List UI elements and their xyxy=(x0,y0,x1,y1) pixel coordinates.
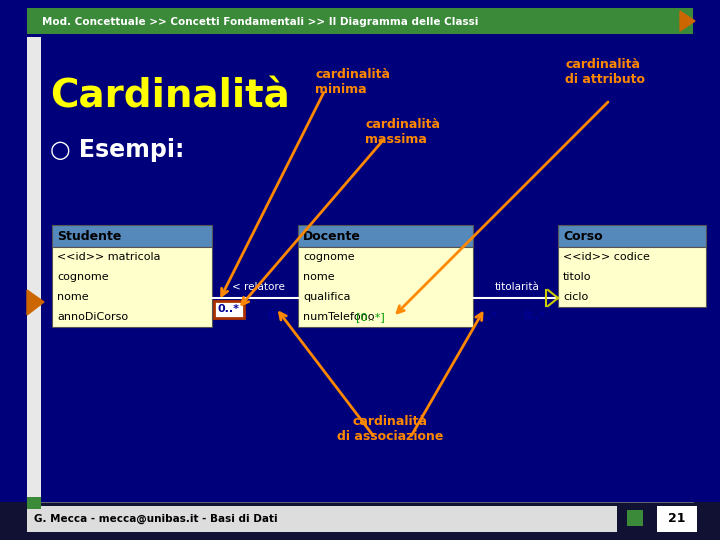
Text: 0..*: 0..* xyxy=(523,311,545,321)
Text: Mod. Concettuale >> Concetti Fondamentali >> Il Diagramma delle Classi: Mod. Concettuale >> Concetti Fondamental… xyxy=(42,17,478,27)
Bar xyxy=(27,37,41,497)
Text: titolo: titolo xyxy=(563,272,592,282)
Text: G. Mecca - mecca@unibas.it - Basi di Dati: G. Mecca - mecca@unibas.it - Basi di Dat… xyxy=(34,514,278,524)
Text: 21: 21 xyxy=(668,512,685,525)
Bar xyxy=(558,247,706,307)
Text: ○ Esempi:: ○ Esempi: xyxy=(50,138,184,162)
Text: Studente: Studente xyxy=(57,230,122,242)
Text: cardinalità
minima: cardinalità minima xyxy=(315,68,390,96)
Text: nome: nome xyxy=(303,272,335,282)
Bar xyxy=(27,8,693,34)
Text: [0..*]: [0..*] xyxy=(356,312,384,322)
Text: cardinalità
di attributo: cardinalità di attributo xyxy=(565,58,645,86)
Text: 0..*: 0..* xyxy=(218,304,240,314)
Polygon shape xyxy=(680,11,695,31)
Text: <<id>> codice: <<id>> codice xyxy=(563,252,650,262)
Text: numTelefono: numTelefono xyxy=(303,312,378,322)
Bar xyxy=(627,510,643,526)
Text: 0..*: 0..* xyxy=(475,311,497,321)
Bar xyxy=(298,225,473,247)
Text: cognome: cognome xyxy=(57,272,109,282)
Bar xyxy=(52,225,212,247)
Bar xyxy=(27,497,41,509)
Bar xyxy=(657,506,697,532)
Text: ciclo: ciclo xyxy=(563,292,588,302)
Text: Corso: Corso xyxy=(563,230,603,242)
Text: < relatore: < relatore xyxy=(232,282,285,292)
Bar xyxy=(52,247,212,327)
Text: Docente: Docente xyxy=(303,230,361,242)
Text: cardinalità
di associazione: cardinalità di associazione xyxy=(337,415,444,443)
Bar xyxy=(27,506,617,532)
Bar xyxy=(298,247,473,327)
Text: titolarità: titolarità xyxy=(495,282,540,292)
Text: <<id>> matricola: <<id>> matricola xyxy=(57,252,161,262)
Text: qualifica: qualifica xyxy=(303,292,351,302)
Bar xyxy=(0,502,720,540)
Text: annoDiCorso: annoDiCorso xyxy=(57,312,128,322)
Bar xyxy=(558,225,706,247)
Text: Cardinalità: Cardinalità xyxy=(50,77,289,115)
Polygon shape xyxy=(27,290,44,315)
Text: cardinalità
massima: cardinalità massima xyxy=(365,118,440,146)
Bar xyxy=(214,301,244,318)
Text: cognome: cognome xyxy=(303,252,355,262)
Text: 0..1: 0..1 xyxy=(268,311,292,321)
Text: nome: nome xyxy=(57,292,89,302)
